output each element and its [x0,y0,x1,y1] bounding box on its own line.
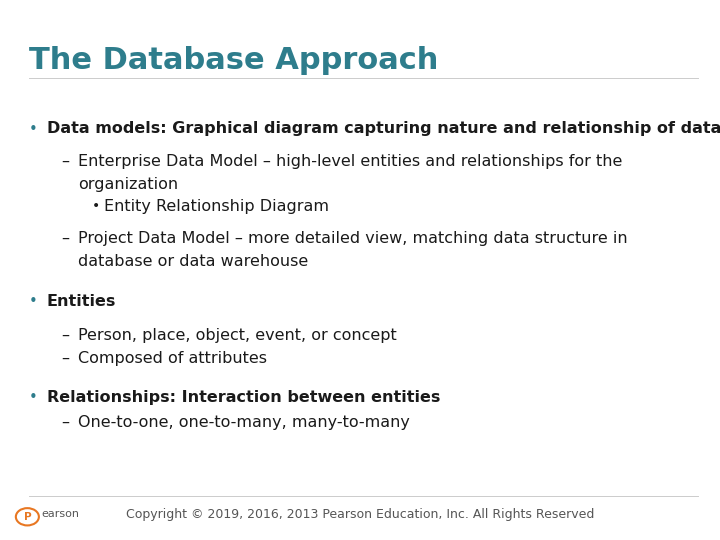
Text: Composed of attributes: Composed of attributes [78,351,266,366]
Text: •: • [29,294,37,309]
Text: –: – [61,415,69,430]
Text: Project Data Model – more detailed view, matching data structure in: Project Data Model – more detailed view,… [78,231,627,246]
Text: earson: earson [42,509,80,519]
Text: •: • [29,390,37,405]
Text: organization: organization [78,177,178,192]
Text: –: – [61,351,69,366]
Text: –: – [61,231,69,246]
Text: Entities: Entities [47,294,116,309]
Text: database or data warehouse: database or data warehouse [78,254,308,269]
Text: Copyright © 2019, 2016, 2013 Pearson Education, Inc. All Rights Reserved: Copyright © 2019, 2016, 2013 Pearson Edu… [126,508,594,521]
Text: Relationships: Interaction between entities: Relationships: Interaction between entit… [47,390,440,405]
Text: The Database Approach: The Database Approach [29,46,438,75]
Text: Enterprise Data Model – high-level entities and relationships for the: Enterprise Data Model – high-level entit… [78,154,622,169]
Text: –: – [61,154,69,169]
Text: One-to-one, one-to-many, many-to-many: One-to-one, one-to-many, many-to-many [78,415,410,430]
Text: Person, place, object, event, or concept: Person, place, object, event, or concept [78,328,397,343]
Text: Entity Relationship Diagram: Entity Relationship Diagram [104,199,329,214]
Text: –: – [61,328,69,343]
Text: P: P [24,512,31,522]
Text: •: • [29,122,37,137]
Text: Data models: Graphical diagram capturing nature and relationship of data: Data models: Graphical diagram capturing… [47,122,720,137]
Text: •: • [92,199,100,213]
